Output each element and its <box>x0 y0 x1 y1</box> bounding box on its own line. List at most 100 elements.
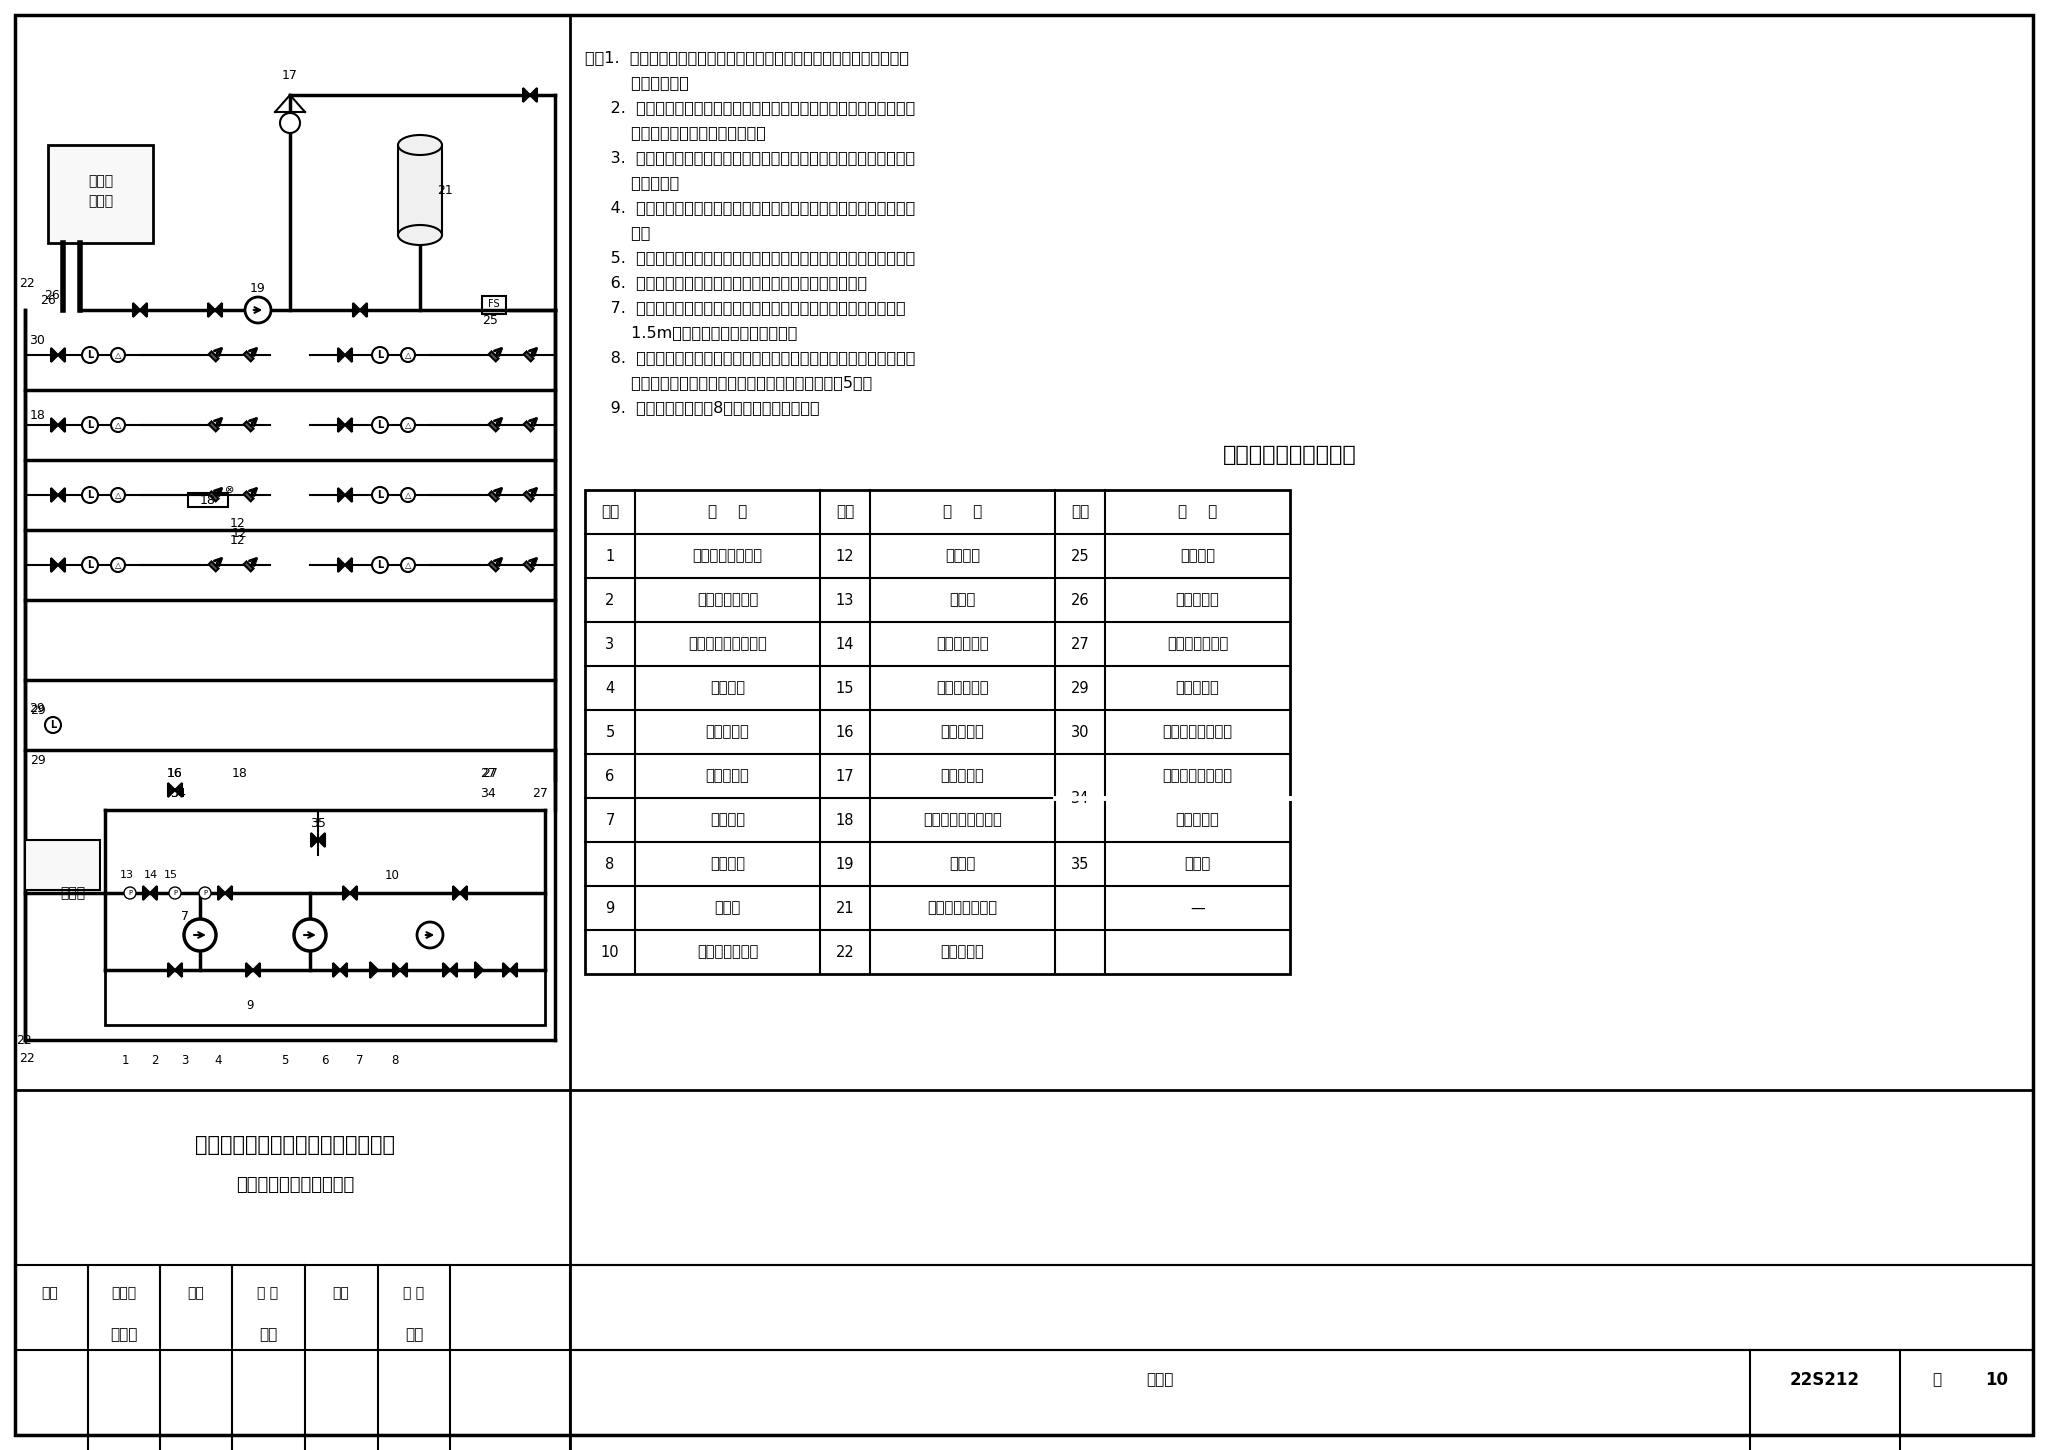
Circle shape <box>281 113 299 133</box>
Text: 16: 16 <box>168 767 182 780</box>
Polygon shape <box>399 963 408 977</box>
Text: 26: 26 <box>45 289 59 302</box>
Text: 4: 4 <box>606 680 614 696</box>
Polygon shape <box>57 418 66 432</box>
Ellipse shape <box>397 135 442 155</box>
Polygon shape <box>209 561 219 571</box>
Text: 纽典: 纽典 <box>406 1328 424 1343</box>
Text: 22: 22 <box>836 944 854 960</box>
Polygon shape <box>51 489 57 502</box>
Polygon shape <box>344 418 352 432</box>
Text: 编号: 编号 <box>600 505 618 519</box>
Text: △: △ <box>115 561 121 570</box>
Text: 编号: 编号 <box>836 505 854 519</box>
Text: 张 爽: 张 爽 <box>403 1286 424 1301</box>
Polygon shape <box>244 492 254 502</box>
Text: 安 宇: 安 宇 <box>258 1286 279 1301</box>
Polygon shape <box>530 88 537 102</box>
Text: 调节鄀: 调节鄀 <box>950 593 975 608</box>
Text: 型灭火装置: 型灭火装置 <box>1176 812 1219 828</box>
Circle shape <box>125 887 135 899</box>
Text: 1: 1 <box>121 1054 129 1067</box>
Text: 16: 16 <box>836 725 854 740</box>
Text: 2: 2 <box>606 593 614 608</box>
Polygon shape <box>209 303 215 318</box>
Text: 15: 15 <box>836 680 854 696</box>
Polygon shape <box>344 558 352 571</box>
Text: ⊗: ⊗ <box>225 484 236 494</box>
Text: △: △ <box>406 561 412 570</box>
Text: 34: 34 <box>479 786 496 799</box>
Text: 9: 9 <box>606 900 614 915</box>
Text: 设计: 设计 <box>332 1286 350 1301</box>
Text: 6: 6 <box>606 768 614 783</box>
Text: 4: 4 <box>215 1054 221 1067</box>
Polygon shape <box>139 303 147 318</box>
Text: 29: 29 <box>31 703 45 716</box>
Text: 流量检测装置: 流量检测装置 <box>936 680 989 696</box>
Polygon shape <box>350 886 356 900</box>
Text: 消防水泵接合器: 消防水泵接合器 <box>1167 637 1229 651</box>
Text: 25: 25 <box>481 313 498 326</box>
Circle shape <box>199 887 211 899</box>
Bar <box>25 840 100 890</box>
Circle shape <box>111 489 125 502</box>
Polygon shape <box>246 963 254 977</box>
Circle shape <box>111 348 125 362</box>
Text: 6: 6 <box>322 1054 330 1067</box>
Polygon shape <box>209 492 219 502</box>
Text: 模拟末端试水装置: 模拟末端试水装置 <box>1163 725 1233 740</box>
Text: 27: 27 <box>532 786 549 799</box>
Text: 26: 26 <box>1071 593 1090 608</box>
Text: 7.  模拟末端试水装置应设置明显的标识，试水阀距地面的高度宜为: 7. 模拟末端试水装置应设置明显的标识，试水阀距地面的高度宜为 <box>586 300 905 315</box>
Text: 明杆软密封闸阀: 明杆软密封闸阀 <box>696 593 758 608</box>
Bar <box>47 145 154 244</box>
Polygon shape <box>522 88 530 102</box>
Ellipse shape <box>397 225 442 245</box>
Text: 流指示器。: 流指示器。 <box>586 175 680 190</box>
Text: 名    称: 名 称 <box>1178 505 1217 519</box>
Text: L: L <box>377 560 383 570</box>
Text: 旋流防止器: 旋流防止器 <box>1176 593 1219 608</box>
Polygon shape <box>51 558 57 571</box>
Text: △: △ <box>115 351 121 360</box>
Text: L: L <box>377 490 383 500</box>
Text: 液位传感器: 液位传感器 <box>940 944 985 960</box>
Text: L: L <box>86 420 92 431</box>
Polygon shape <box>338 489 344 502</box>
Text: 22: 22 <box>18 1051 35 1064</box>
Polygon shape <box>352 303 360 318</box>
Text: 稳压泵: 稳压泵 <box>950 857 975 871</box>
Text: 消防水泵: 消防水泵 <box>711 812 745 828</box>
Circle shape <box>82 347 98 362</box>
Polygon shape <box>524 422 535 431</box>
Text: 压力开关: 压力开关 <box>944 548 981 564</box>
Polygon shape <box>254 963 260 977</box>
Polygon shape <box>244 422 254 431</box>
Text: 自动消防炮及噴射型系统管网示意图: 自动消防炮及噴射型系统管网示意图 <box>195 1135 395 1156</box>
Polygon shape <box>371 961 379 977</box>
Text: 审核: 审核 <box>41 1286 59 1301</box>
Text: 29: 29 <box>29 702 45 715</box>
Text: 自动控制鄀: 自动控制鄀 <box>940 725 985 740</box>
Polygon shape <box>244 351 254 361</box>
Circle shape <box>111 558 125 571</box>
Text: 编号: 编号 <box>1071 505 1090 519</box>
Text: 1.5m，并应采取不被他用的措施。: 1.5m，并应采取不被他用的措施。 <box>586 325 797 339</box>
Text: 玩王成: 玩王成 <box>111 1328 137 1343</box>
Circle shape <box>373 487 387 503</box>
Text: 15: 15 <box>164 870 178 880</box>
Circle shape <box>45 716 61 734</box>
Text: 图集号: 图集号 <box>1147 1373 1174 1388</box>
Circle shape <box>373 557 387 573</box>
Polygon shape <box>311 832 317 847</box>
Bar <box>104 811 545 1025</box>
Text: L: L <box>86 560 92 570</box>
Text: △: △ <box>115 420 121 429</box>
Polygon shape <box>57 489 66 502</box>
Circle shape <box>184 919 215 951</box>
Polygon shape <box>489 422 498 431</box>
Text: 22S212: 22S212 <box>1790 1372 1860 1389</box>
Text: 流量开关: 流量开关 <box>1180 548 1214 564</box>
Text: 3.  每台自动消防炮及噴射型自动射流灭火装置的供水支管上应设置水: 3. 每台自动消防炮及噴射型自动射流灭火装置的供水支管上应设置水 <box>586 149 915 165</box>
